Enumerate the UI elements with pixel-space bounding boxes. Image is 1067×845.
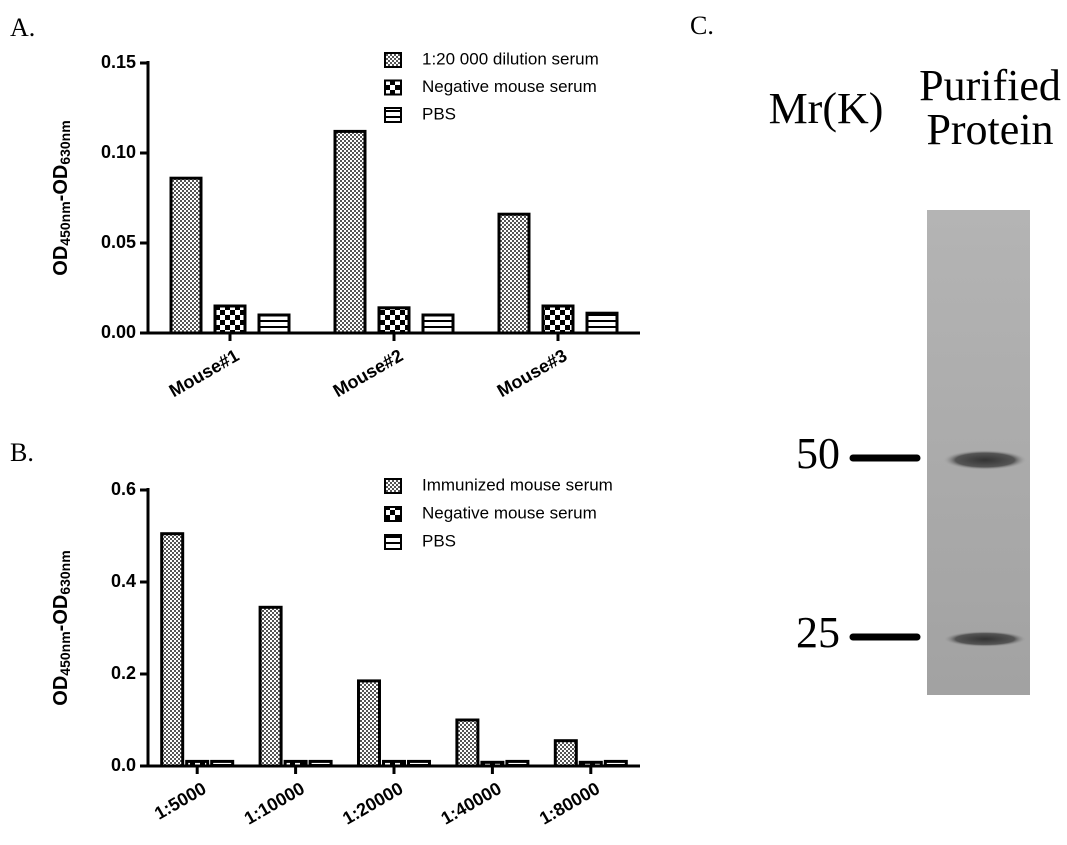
legend-swatch <box>385 479 401 493</box>
x-tick-label: 1:5000 <box>151 778 210 823</box>
bar <box>260 607 281 766</box>
x-tick-label: 1:20000 <box>339 778 406 828</box>
bar <box>587 313 617 333</box>
panel-label: C. <box>690 11 714 40</box>
bar <box>543 306 573 333</box>
legend-swatch <box>385 108 401 122</box>
panel-label: B. <box>10 438 34 467</box>
bar <box>555 741 576 766</box>
y-tick-label: 0.6 <box>111 479 136 499</box>
y-tick-label: 0.10 <box>101 142 136 162</box>
figure: A.OD450nm-OD630nm0.000.050.100.15Mouse#1… <box>0 0 1067 845</box>
x-tick-label: Mouse#3 <box>494 345 571 401</box>
y-axis-label: OD450nm-OD630nm <box>50 120 73 275</box>
y-tick-label: 0.2 <box>111 663 136 683</box>
y-tick-label: 0.0 <box>111 755 136 775</box>
bar <box>359 681 380 766</box>
x-tick-label: 1:80000 <box>536 778 603 828</box>
x-tick-label: Mouse#1 <box>166 345 243 401</box>
y-tick-label: 0.4 <box>111 571 136 591</box>
bar <box>423 315 453 333</box>
legend-label: Negative mouse serum <box>422 503 597 522</box>
y-tick-label: 0.00 <box>101 322 136 342</box>
y-tick-label: 0.05 <box>101 232 136 252</box>
marker-label: 25 <box>796 608 840 657</box>
y-label-main: OD <box>50 676 72 706</box>
bar <box>457 720 478 766</box>
legend-swatch <box>385 53 401 67</box>
bar <box>215 306 245 333</box>
legend-label: 1:20 000 dilution serum <box>422 49 599 68</box>
legend-label: PBS <box>422 531 456 550</box>
y-tick-label: 0.15 <box>101 52 136 72</box>
y-label-sub: 450nm <box>57 201 73 245</box>
legend-label: PBS <box>422 104 456 123</box>
bar <box>162 534 183 766</box>
protein-band <box>943 631 1027 647</box>
bar <box>171 178 201 333</box>
protein-band <box>943 450 1027 470</box>
bar <box>259 315 289 333</box>
y-label-main: -OD <box>50 165 72 202</box>
y-label-main: OD <box>50 246 72 276</box>
bar <box>499 214 529 333</box>
bar <box>335 131 365 333</box>
legend-label: Immunized mouse serum <box>422 475 613 494</box>
y-axis-label: OD450nm-OD630nm <box>50 550 73 705</box>
panel-label: A. <box>10 13 35 42</box>
legend-swatch <box>385 507 401 521</box>
y-label-sub: 630nm <box>57 120 73 164</box>
y-label-sub: 450nm <box>57 631 73 675</box>
legend-swatch <box>385 535 401 549</box>
marker-label: 50 <box>796 429 840 478</box>
x-tick-label: Mouse#2 <box>330 345 407 401</box>
marker-header: Mr(K) <box>769 84 884 133</box>
lane-label: Protein <box>926 105 1053 154</box>
y-label-main: -OD <box>50 595 72 632</box>
x-tick-label: 1:10000 <box>241 778 308 828</box>
x-tick-label: 1:40000 <box>438 778 505 828</box>
legend-label: Negative mouse serum <box>422 77 597 96</box>
lane-label: Purified <box>919 61 1061 110</box>
legend-swatch <box>385 81 401 95</box>
bar <box>379 308 409 333</box>
y-label-sub: 630nm <box>57 550 73 594</box>
